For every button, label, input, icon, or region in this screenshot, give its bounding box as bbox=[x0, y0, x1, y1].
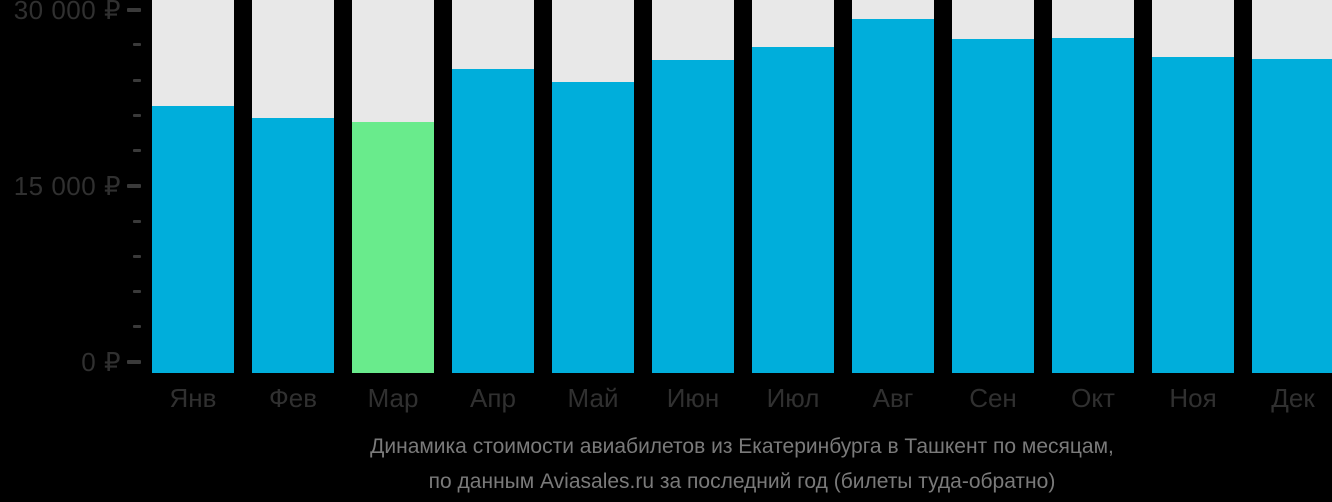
bar-jun[interactable] bbox=[652, 60, 734, 373]
x-axis-label-jun: Июн bbox=[666, 383, 720, 413]
y-minor-tick bbox=[133, 43, 141, 47]
y-minor-tick bbox=[133, 149, 141, 152]
bar-oct[interactable] bbox=[1052, 37, 1134, 373]
bar-aug[interactable] bbox=[852, 18, 934, 373]
bar-column-mar[interactable] bbox=[352, 0, 434, 373]
bar-column-nov[interactable] bbox=[1152, 0, 1234, 373]
y-minor-tick bbox=[133, 219, 141, 223]
y-minor-tick bbox=[133, 78, 141, 82]
bar-dec[interactable] bbox=[1252, 58, 1332, 373]
bar-column-aug[interactable] bbox=[852, 0, 934, 373]
x-axis-label-may: Май bbox=[567, 383, 619, 413]
x-axis-label-dec: Дек bbox=[1271, 383, 1315, 413]
x-axis-label-feb: Фев bbox=[268, 383, 318, 413]
y-axis-label-15000: 15 000 ₽ bbox=[13, 170, 121, 201]
bar-column-dec[interactable] bbox=[1252, 0, 1332, 373]
bar-column-jan[interactable] bbox=[152, 0, 234, 373]
x-axis-label-jul: Июл bbox=[766, 383, 820, 413]
bar-feb[interactable] bbox=[252, 117, 334, 373]
plot-area bbox=[152, 0, 1332, 373]
y-minor-tick bbox=[133, 113, 141, 117]
y-major-tick bbox=[127, 360, 141, 364]
y-major-tick bbox=[127, 7, 141, 12]
y-axis-label-0: 0 ₽ bbox=[81, 347, 121, 377]
bar-column-sep[interactable] bbox=[952, 0, 1034, 373]
bar-may[interactable] bbox=[552, 82, 634, 373]
bar-column-feb[interactable] bbox=[252, 0, 334, 373]
bar-column-jul[interactable] bbox=[752, 0, 834, 373]
bar-column-jun[interactable] bbox=[652, 0, 734, 373]
bar-mar[interactable] bbox=[352, 122, 434, 373]
bar-column-may[interactable] bbox=[552, 0, 634, 373]
y-minor-tick bbox=[133, 254, 141, 258]
x-axis-label-mar: Мар bbox=[367, 383, 419, 413]
y-axis-label-30000: 30 000 ₽ bbox=[13, 0, 121, 25]
bar-column-oct[interactable] bbox=[1052, 0, 1134, 373]
bar-column-apr[interactable] bbox=[452, 0, 534, 373]
x-axis-label-nov: Ноя bbox=[1169, 383, 1217, 413]
y-minor-tick bbox=[133, 325, 141, 329]
bar-apr[interactable] bbox=[452, 69, 534, 373]
bar-jan[interactable] bbox=[152, 105, 234, 373]
bar-jul[interactable] bbox=[752, 47, 834, 373]
x-axis-label-aug: Авг bbox=[872, 383, 914, 413]
bar-nov[interactable] bbox=[1152, 56, 1234, 373]
x-axis-label-sep: Сен bbox=[969, 383, 1017, 413]
caption-subtitle: по данным Aviasales.ru за последний год … bbox=[428, 470, 1056, 493]
x-axis-label-oct: Окт bbox=[1071, 383, 1115, 413]
caption-title: Динамика стоимости авиабилетов из Екатер… bbox=[370, 435, 1114, 458]
bar-sep[interactable] bbox=[952, 38, 1034, 373]
x-axis-label-apr: Апр bbox=[470, 383, 516, 413]
x-axis-label-jan: Янв bbox=[169, 383, 217, 413]
y-minor-tick bbox=[133, 290, 141, 293]
y-major-tick bbox=[127, 183, 141, 188]
